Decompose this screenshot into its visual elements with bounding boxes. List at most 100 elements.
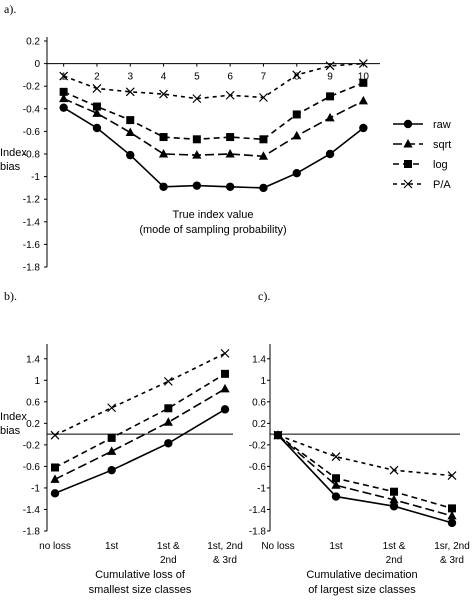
series-line-log <box>63 82 364 141</box>
data-point-P/A <box>50 430 60 440</box>
data-point-P/A <box>220 348 230 358</box>
data-point-P/A <box>331 452 341 462</box>
series-raw <box>50 405 230 498</box>
series-line-P/A <box>63 62 364 100</box>
x-tick-label: 1 <box>61 72 67 83</box>
data-point-raw <box>92 123 102 133</box>
data-point-P/A <box>447 471 457 480</box>
x-tick-label: 2 <box>94 72 100 83</box>
y-tick-label: 1.4 <box>252 354 266 365</box>
chart-panel-1: a). Index bias 0.2 0 -0.2 -0.4 -0.6 -0.8 -1 -1.2 -1… <box>0 2 451 274</box>
data-point-P/A <box>59 71 69 81</box>
y-tick-label: -0.2 <box>23 440 41 451</box>
y-axis-label: bias <box>0 425 21 437</box>
data-point-raw <box>126 150 135 160</box>
data-point-raw <box>331 492 341 501</box>
y-tick-label: -1.8 <box>23 527 41 538</box>
x-category-label: 2nd <box>386 555 403 566</box>
x-axis-label: Cumulative loss of <box>95 569 186 581</box>
panel-label: a). <box>4 2 16 16</box>
chart-panel-2: b). Index bias 1.4 1 0.6 0.2 -0.2 -0.6 -1 -1.4 -1.8… <box>0 289 243 596</box>
y-tick-label: -0.6 <box>249 462 267 473</box>
chart-panel-3: c). 1.4 1 0.6 0.2 -0.2 -0.6 -1 -1.4 -1.8 No loss 1s… <box>249 289 470 596</box>
x-category-label: 1st, 2nd <box>207 541 243 552</box>
x-category-label: 1st <box>105 541 119 552</box>
series-line-log <box>54 373 226 469</box>
x-tick-label: 6 <box>227 72 233 83</box>
series-sqrt <box>59 93 368 160</box>
data-point-raw <box>359 123 368 133</box>
legend-marker-P/A <box>403 179 413 189</box>
data-point-log <box>390 487 398 496</box>
x-axis-label: Cumulative decimation <box>306 569 417 581</box>
y-tick-label: -0.6 <box>23 462 41 473</box>
series-line-raw <box>277 434 453 524</box>
y-tick-label: -1 <box>31 172 40 183</box>
x-tick-label: 5 <box>194 72 200 83</box>
series-log <box>59 78 368 144</box>
y-tick-label: -1.2 <box>23 195 41 206</box>
data-point-sqrt <box>50 474 60 483</box>
data-point-log <box>221 369 229 378</box>
y-tick-label: 1 <box>260 376 266 387</box>
series-raw <box>59 103 368 193</box>
data-point-raw <box>292 169 301 178</box>
y-tick-label: -1.4 <box>249 505 267 516</box>
y-tick-label: -1.8 <box>23 263 41 274</box>
data-point-sqrt <box>331 480 341 489</box>
data-point-raw <box>59 103 68 112</box>
data-point-P/A <box>163 376 173 386</box>
x-category-label: 1st <box>329 541 343 552</box>
data-point-sqrt <box>225 149 235 158</box>
y-tick-label: 0 <box>34 59 40 70</box>
data-point-sqrt <box>220 383 230 393</box>
data-point-raw <box>259 183 268 193</box>
data-point-log <box>51 463 59 472</box>
data-point-sqrt <box>59 93 69 103</box>
y-tick-label: 0.6 <box>252 397 266 408</box>
x-tick-label: 8 <box>294 72 300 83</box>
x-tick-label: 9 <box>327 72 333 83</box>
series-line-sqrt <box>63 97 364 158</box>
data-point-sqrt <box>125 127 135 137</box>
data-point-sqrt <box>258 151 269 160</box>
x-tick-label: 7 <box>261 72 267 83</box>
data-point-P/A <box>125 87 135 97</box>
legend-label-log: log <box>433 159 448 171</box>
data-point-raw <box>220 405 230 414</box>
data-point-P/A <box>192 94 202 104</box>
data-point-sqrt <box>292 130 302 140</box>
y-tick-label: -1.6 <box>23 240 41 251</box>
data-point-log <box>164 404 173 413</box>
y-tick-label: 1 <box>34 376 40 387</box>
y-axis-label: Index <box>0 411 27 423</box>
y-tick-label: -0.2 <box>249 440 267 451</box>
series-raw <box>273 430 457 528</box>
y-axis-label: bias <box>0 161 21 173</box>
data-point-raw <box>107 465 116 475</box>
y-tick-label: -0.2 <box>23 82 41 93</box>
x-tick-label: 3 <box>127 72 133 83</box>
series-P/A <box>50 348 230 440</box>
data-point-P/A <box>92 84 102 93</box>
data-point-sqrt <box>389 494 399 504</box>
data-point-sqrt <box>158 149 169 158</box>
legend-label-raw: raw <box>433 119 451 131</box>
data-point-P/A <box>325 61 335 71</box>
y-tick-label: 0.2 <box>252 419 266 430</box>
legend-label-sqrt: sqrt <box>433 139 451 151</box>
y-tick-label: 0.2 <box>26 37 40 48</box>
y-tick-label: -0.4 <box>23 104 41 115</box>
data-point-log <box>92 102 101 111</box>
data-point-log <box>332 474 340 483</box>
data-point-sqrt <box>92 108 102 117</box>
series-line-sqrt <box>54 388 226 481</box>
data-point-P/A <box>107 403 117 413</box>
series-line-P/A <box>277 434 453 477</box>
data-point-log <box>359 78 368 87</box>
y-tick-label: 1.4 <box>26 354 40 365</box>
data-point-P/A <box>389 465 399 475</box>
data-point-log <box>226 133 235 142</box>
data-point-sqrt <box>107 446 117 455</box>
